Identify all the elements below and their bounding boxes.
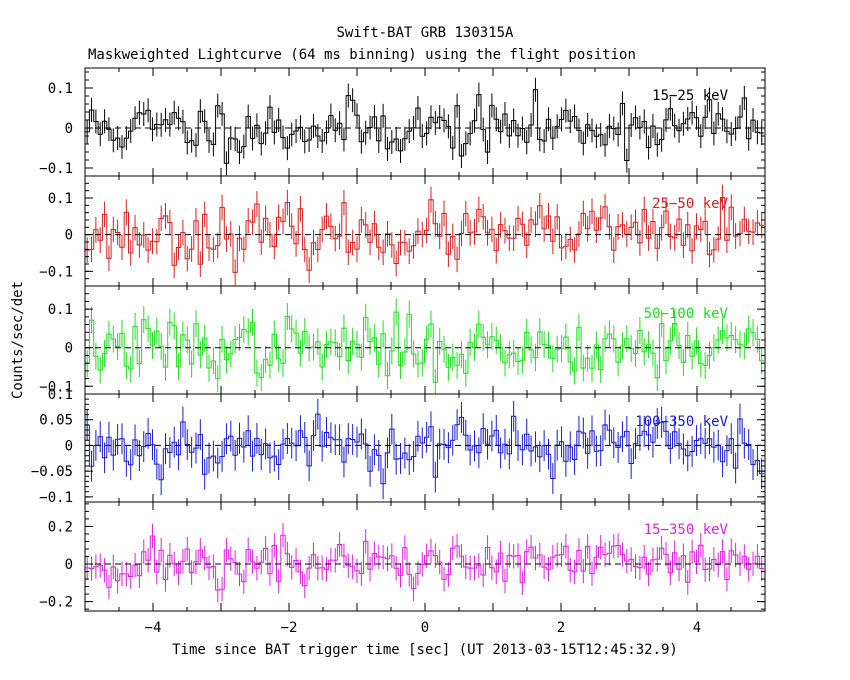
y-tick-label: 0 (65, 341, 73, 357)
panel-100-350-kev: −0.1 −0.05 0 0.05 0.1 100−350 keV (31, 387, 766, 506)
series-50-100-kev (85, 298, 764, 394)
y-tick-label: −0.05 (31, 464, 73, 480)
panel-25-50-kev: −0.1 0 0.1 25−50 keV (39, 175, 766, 287)
step-line (85, 197, 764, 273)
y-tick-label: 0 (65, 121, 73, 137)
step-line (85, 311, 764, 383)
x-tick-label: 0 (421, 620, 429, 636)
y-tick-label: −0.2 (39, 595, 73, 611)
y-tick-label: 0.2 (48, 519, 73, 535)
chart-subtitle: Maskweighted Lightcurve (64 ms binning) … (88, 47, 636, 63)
panel-label: 15−350 keV (644, 522, 729, 538)
series-15-350-kev (85, 523, 764, 603)
x-tick-label: −2 (281, 620, 298, 636)
y-tick-label: 0.1 (48, 302, 73, 318)
step-line (85, 89, 764, 164)
x-tick-label: 2 (557, 620, 565, 636)
y-tick-label: 0.1 (48, 81, 73, 97)
panel-15-25-kev: −0.1 0 0.1 15−25 keV (39, 67, 766, 177)
x-axis-label: Time since BAT trigger time [sec] (UT 20… (172, 642, 678, 658)
panel-label: 50−100 keV (644, 306, 729, 322)
series-15-25-kev (85, 77, 764, 176)
y-tick-label: 0.1 (48, 387, 73, 403)
chart-title: Swift-BAT GRB 130315A (336, 25, 514, 41)
y-tick-label: −0.1 (39, 264, 73, 280)
panel-15-350-kev: −0.2 0 0.2 15−350 keV (39, 501, 766, 612)
panel-50-100-kev: −0.1 0 0.1 50−100 keV (39, 285, 766, 395)
panel-label: 100−350 keV (635, 414, 728, 430)
y-tick-label: 0 (65, 438, 73, 454)
y-tick-label: −0.1 (39, 490, 73, 506)
y-tick-label: 0.1 (48, 191, 73, 207)
x-tick-label: 4 (693, 620, 701, 636)
panel-frame (84, 67, 766, 177)
panel-label: 15−25 keV (652, 88, 728, 104)
x-tick-label: −4 (145, 620, 162, 636)
y-tick-label: −0.1 (39, 161, 73, 177)
step-line (85, 413, 764, 485)
y-axis-label: Counts/sec/det (10, 281, 26, 399)
y-tick-label: 0.05 (39, 413, 73, 429)
panels-group: −0.1 0 0.1 15−25 keV −0.1 0 0.1 25−50 keV −0.1 0 0… (31, 67, 766, 636)
series-25-50-kev (85, 184, 764, 286)
step-line (85, 534, 764, 591)
y-tick-label: −0.1 (39, 379, 73, 395)
panel-label: 25−50 keV (652, 196, 728, 212)
y-tick-label: 0 (65, 228, 73, 244)
series-100-350-kev (85, 398, 764, 500)
y-tick-label: 0 (65, 557, 73, 573)
